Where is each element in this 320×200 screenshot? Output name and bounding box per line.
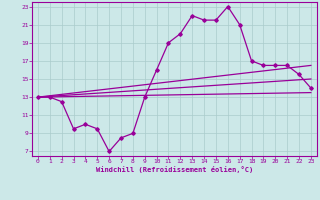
X-axis label: Windchill (Refroidissement éolien,°C): Windchill (Refroidissement éolien,°C): [96, 166, 253, 173]
